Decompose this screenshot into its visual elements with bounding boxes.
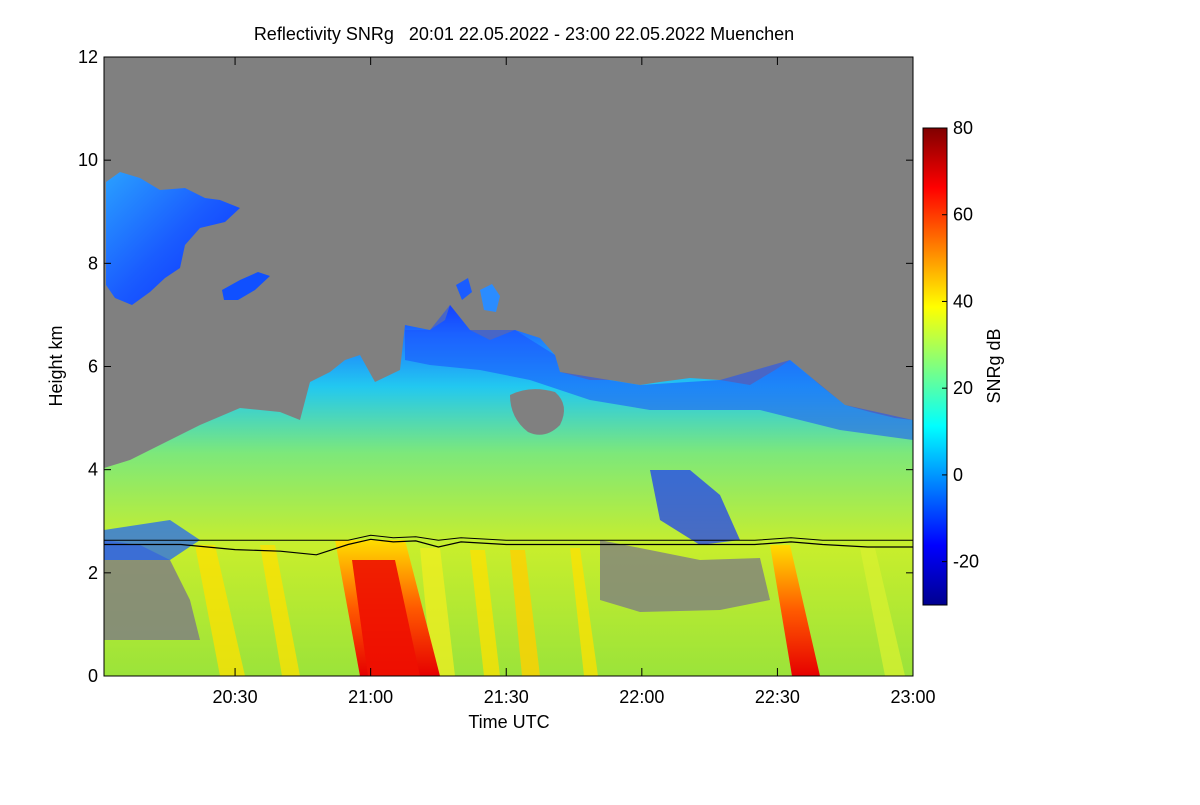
rain-streak-5: [510, 550, 540, 676]
rain-streak-2: [260, 545, 300, 676]
echo-lower-blue-gap: [104, 540, 200, 640]
rain-streak-7: [860, 548, 905, 676]
x-axis-label: Time UTC: [468, 712, 549, 732]
y-tick-label: 6: [88, 357, 98, 377]
x-tick-label: 20:30: [213, 687, 258, 707]
colorbar-tick-label: 40: [953, 291, 973, 311]
chart-title: Reflectivity SNRg 20:01 22.05.2022 - 23:…: [254, 24, 794, 44]
x-tick-label: 22:30: [755, 687, 800, 707]
x-tick-label: 21:00: [348, 687, 393, 707]
rain-streak-1: [195, 545, 245, 676]
y-tick-label: 12: [78, 47, 98, 67]
melting-layer-line: [104, 538, 913, 556]
colorbar-tick-label: 60: [953, 205, 973, 225]
x-tick-label: 21:30: [484, 687, 529, 707]
colorbar-label: SNRg dB: [984, 328, 1004, 403]
heavy-precip-1-core: [352, 560, 420, 676]
colorbar: [922, 127, 948, 606]
y-tick-label: 8: [88, 253, 98, 273]
cloud-fragment-small-1: [456, 278, 472, 300]
rain-streak-6: [570, 548, 598, 676]
y-axis: 0 2 4 6 8 10 12: [78, 47, 913, 686]
blue-patch-right: [650, 470, 740, 545]
colorbar-tick-label: -20: [953, 552, 979, 572]
colorbar-ticks: -20 0 20 40 60 80: [942, 118, 979, 572]
y-tick-label: 4: [88, 460, 98, 480]
echo-lower-blue-gap-2: [600, 540, 770, 612]
rain-streak-3: [420, 548, 455, 676]
plot-area: [104, 57, 913, 676]
cirrus-cloud: [106, 172, 240, 305]
y-tick-label: 10: [78, 150, 98, 170]
x-tick-label: 23:00: [890, 687, 935, 707]
cirrus-fragment: [222, 272, 270, 300]
colorbar-tick-label: 0: [953, 465, 963, 485]
x-tick-label: 22:00: [619, 687, 664, 707]
colorbar-tick-label: 80: [953, 118, 973, 138]
echo-upper-blue-band: [405, 305, 913, 440]
y-axis-label: Height km: [46, 325, 66, 406]
echo-gap-region: [510, 389, 564, 435]
colorbar-tick-label: 20: [953, 378, 973, 398]
cloud-fragment-small-2: [480, 284, 500, 312]
heavy-precip-2: [770, 545, 820, 676]
x-axis: 20:30 21:00 21:30 22:00 22:30 23:00: [213, 57, 936, 707]
melting-layer-line-secondary: [104, 534, 913, 541]
y-tick-label: 0: [88, 666, 98, 686]
rain-streak-4: [470, 550, 500, 676]
y-tick-label: 2: [88, 563, 98, 583]
